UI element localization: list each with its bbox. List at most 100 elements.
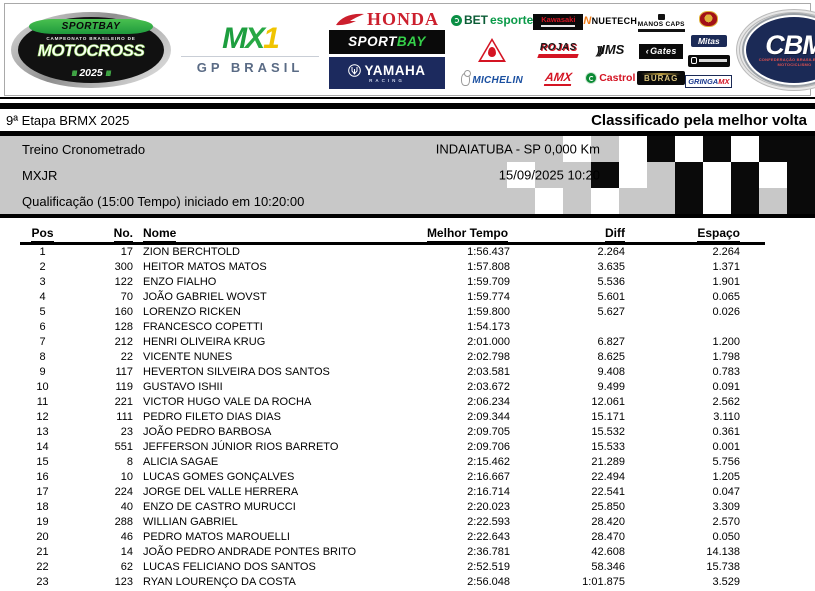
cell-no: 122 <box>114 276 133 288</box>
sponsor-column-4: MANOS CAPS Gates BURAG <box>637 8 686 92</box>
table-row: 22 62 LUCAS FELICIANO DOS SANTOS 2:52.51… <box>20 560 765 575</box>
checker-square <box>563 136 591 162</box>
checker-square <box>591 162 619 188</box>
checker-square <box>675 188 703 214</box>
cell-melhor-tempo: 2:22.593 <box>467 516 510 528</box>
cell-espaco: 3.110 <box>713 411 740 423</box>
table-row: 14 551 JEFFERSON JÚNIOR RIOS BARRETO 2:0… <box>20 440 765 455</box>
results-table-body: 1 17 ZION BERCHTOLD 1:56.437 2.264 2.264… <box>20 245 765 590</box>
manos-caps-bar <box>637 28 685 32</box>
cbm-subtitle: CONFEDERAÇÃO BRASILEIRA DE MOTOCICLISMO <box>758 57 815 67</box>
cell-no: 224 <box>114 486 133 498</box>
table-row: 21 14 JOÃO PEDRO ANDRADE PONTES BRITO 2:… <box>20 545 765 560</box>
checker-square <box>731 188 759 214</box>
cell-diff: 21.289 <box>591 456 625 468</box>
cell-pos: 12 <box>36 411 49 423</box>
cell-no: 300 <box>114 261 133 273</box>
cell-diff: 28.470 <box>591 531 625 543</box>
honda-wing-icon <box>336 13 364 25</box>
cell-pos: 16 <box>36 471 49 483</box>
table-row: 16 10 LUCAS GOMES GONÇALVES 2:16.667 22.… <box>20 470 765 485</box>
cell-no: 62 <box>120 561 133 573</box>
cell-pos: 1 <box>39 246 46 258</box>
cell-nome: HENRI OLIVEIRA KRUG <box>143 336 266 348</box>
session-name: Treino Cronometrado <box>22 141 146 157</box>
honda-wordmark: HONDA <box>367 8 439 29</box>
checker-square <box>787 136 815 162</box>
gates-logo: Gates <box>639 43 684 59</box>
cell-espaco: 0.050 <box>712 531 740 543</box>
cell-melhor-tempo: 2:16.714 <box>467 486 510 498</box>
session-line: Treino Cronometrado INDAIATUBA - SP 0,00… <box>0 136 815 162</box>
cell-melhor-tempo: 2:01.000 <box>467 336 510 348</box>
cell-no: 70 <box>120 291 133 303</box>
cbm-logo: CBM CONFEDERAÇÃO BRASILEIRA DE MOTOCICLI… <box>736 8 815 91</box>
cell-nome: VICTOR HUGO VALE DA ROCHA <box>143 396 312 408</box>
mx1-gp-brasil-text: GP BRASIL <box>181 56 319 75</box>
cell-diff: 1:01.875 <box>582 576 625 588</box>
cell-melhor-tempo: 1:57.808 <box>467 261 510 273</box>
manos-caps-icon <box>657 13 665 20</box>
results-table: Pos No. Nome Melhor Tempo Diff Espaço 1 … <box>20 226 765 590</box>
cell-pos: 23 <box>36 576 49 588</box>
motocross-championship-logo: SPORTBAY CAMPEONATO BRASILEIRO DE MOTOCR… <box>11 11 171 88</box>
cell-melhor-tempo: 2:20.023 <box>467 501 510 513</box>
badge-subtitle: CAMPEONATO BRASILEIRO DE <box>46 35 136 41</box>
cbm-wordmark: CBM <box>765 30 815 60</box>
cell-nome: JOÃO PEDRO ANDRADE PONTES BRITO <box>143 546 357 558</box>
cell-espaco <box>640 320 745 335</box>
honda-logo: HONDA <box>335 8 439 29</box>
cell-espaco: 0.001 <box>712 441 740 453</box>
cell-pos: 11 <box>36 396 49 408</box>
cell-espaco: 2.570 <box>712 516 740 528</box>
cell-diff: 2.264 <box>597 246 625 258</box>
table-row: 10 119 GUSTAVO ISHII 2:03.672 9.499 0.09… <box>20 380 765 395</box>
cell-diff: 9.408 <box>597 366 625 378</box>
cell-espaco: 2.264 <box>712 246 740 258</box>
cell-pos: 20 <box>36 531 49 543</box>
cell-nome: RYAN LOURENÇO DA COSTA <box>143 576 296 588</box>
cell-pos: 19 <box>36 516 49 528</box>
cell-melhor-tempo: 1:59.709 <box>467 276 510 288</box>
cell-melhor-tempo: 1:59.774 <box>467 291 510 303</box>
michelin-logo: MICHELIN <box>461 70 523 86</box>
cell-nome: ENZO DE CASTRO MURUCCI <box>143 501 296 513</box>
cbm-oval: CBM CONFEDERAÇÃO BRASILEIRA DE MOTOCICLI… <box>744 14 815 85</box>
cell-diff: 25.850 <box>591 501 625 513</box>
column-header-nome: Nome <box>133 226 405 243</box>
cell-nome: FRANCESCO COPETTI <box>143 321 263 333</box>
cell-no: 40 <box>120 501 133 513</box>
honda-sportbay-yamaha-column: HONDA SPORT BAY YAMAHA RACING <box>327 8 447 89</box>
cell-melhor-tempo: 2:03.672 <box>467 381 510 393</box>
cell-pos: 22 <box>36 561 49 573</box>
cell-espaco: 1.901 <box>712 276 740 288</box>
cell-nome: JOÃO GABRIEL WOVST <box>143 291 267 303</box>
cell-no: 14 <box>120 546 133 558</box>
divider-rule-info-bottom <box>0 214 815 218</box>
category-line: MXJR 15/09/2025 10:20 <box>0 162 815 188</box>
cell-pos: 18 <box>36 501 49 513</box>
cell-nome: GUSTAVO ISHII <box>143 381 223 393</box>
cell-melhor-tempo: 2:09.706 <box>467 441 510 453</box>
cell-pos: 2 <box>39 261 46 273</box>
cell-diff: 15.532 <box>591 426 625 438</box>
cell-pos: 13 <box>36 426 49 438</box>
sponsor-column-5: Mitas GRINGA MX <box>685 8 733 92</box>
table-row: 15 8 ALICIA SAGAE 2:15.462 21.289 5.756 <box>20 455 765 470</box>
cell-pos: 4 <box>39 291 46 303</box>
workshop-icon <box>690 57 697 65</box>
cell-espaco: 0.091 <box>712 381 740 393</box>
column-header-diff: Diff <box>530 226 640 243</box>
cell-melhor-tempo: 2:36.781 <box>467 546 510 558</box>
sponsor-column-2: Kawasaki ROJAS AMX <box>533 8 584 92</box>
table-row: 8 22 VICENTE NUNES 2:02.798 8.625 1.798 <box>20 350 765 365</box>
cell-no: 23 <box>120 426 133 438</box>
cell-pos: 7 <box>39 336 46 348</box>
cell-nome: JOÃO PEDRO BARBOSA <box>143 426 272 438</box>
nuetech-logo: NNUETECH <box>583 15 638 27</box>
qualification-text: Qualificação (15:00 Tempo) iniciado em 1… <box>22 193 305 209</box>
cell-espaco: 0.047 <box>712 486 740 498</box>
table-row: 17 224 JORGE DEL VALLE HERRERA 2:16.714 … <box>20 485 765 500</box>
cell-diff: 15.533 <box>591 441 625 453</box>
cell-espaco: 5.756 <box>712 456 740 468</box>
